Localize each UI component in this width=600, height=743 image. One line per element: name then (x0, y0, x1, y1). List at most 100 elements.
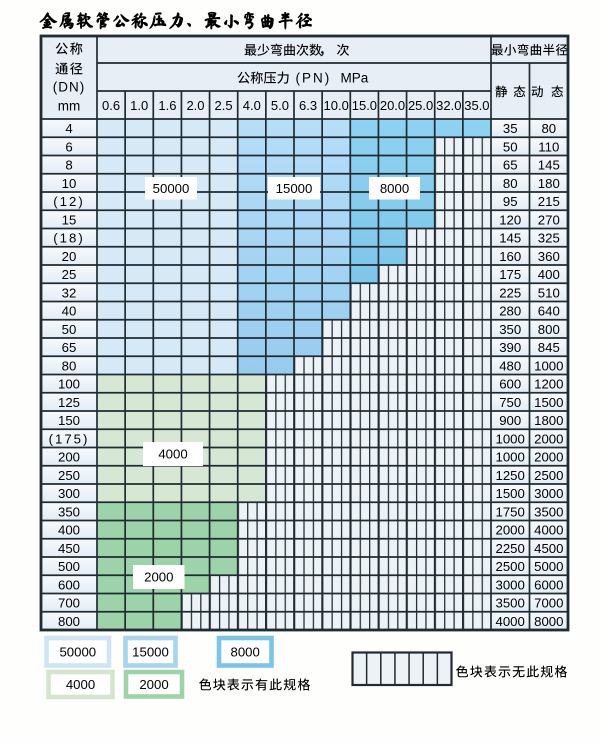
svg-text:8000: 8000 (534, 614, 563, 629)
svg-text:95: 95 (503, 194, 518, 209)
svg-text:215: 215 (538, 194, 560, 209)
svg-text:2500: 2500 (496, 559, 525, 574)
svg-text:1500: 1500 (496, 486, 525, 501)
svg-text:10.0: 10.0 (324, 98, 349, 113)
svg-text:50000: 50000 (153, 181, 190, 196)
svg-text:110: 110 (538, 139, 559, 154)
svg-text:15.0: 15.0 (352, 98, 377, 113)
svg-text:3000: 3000 (496, 577, 525, 592)
svg-text:100: 100 (58, 377, 80, 392)
svg-text:800: 800 (538, 322, 560, 337)
svg-text:145: 145 (538, 158, 560, 173)
svg-text:6: 6 (65, 139, 72, 154)
svg-text:1200: 1200 (534, 377, 563, 392)
svg-text:175: 175 (499, 267, 521, 282)
svg-text:225: 225 (499, 285, 521, 300)
svg-text:1250: 1250 (496, 468, 525, 483)
svg-text:2.5: 2.5 (215, 98, 233, 113)
svg-text:480: 480 (499, 358, 521, 373)
svg-text:2000: 2000 (496, 523, 525, 538)
svg-text:845: 845 (538, 340, 560, 355)
svg-text:80: 80 (62, 358, 77, 373)
svg-text:35: 35 (503, 121, 518, 136)
svg-text:280: 280 (499, 304, 521, 319)
svg-text:(175): (175) (49, 431, 90, 446)
svg-text:4.0: 4.0 (243, 98, 261, 113)
svg-text:390: 390 (499, 340, 521, 355)
svg-text:32: 32 (62, 285, 77, 300)
svg-text:600: 600 (499, 377, 521, 392)
svg-text:300: 300 (58, 486, 80, 501)
svg-text:180: 180 (538, 176, 560, 191)
svg-text:15000: 15000 (132, 645, 169, 660)
svg-text:2000: 2000 (534, 431, 563, 446)
svg-text:8000: 8000 (380, 181, 409, 196)
svg-text:1800: 1800 (534, 413, 563, 428)
svg-text:3000: 3000 (534, 486, 563, 501)
svg-text:400: 400 (58, 523, 80, 538)
svg-text:145: 145 (499, 231, 521, 246)
svg-text:2500: 2500 (534, 468, 563, 483)
svg-text:MPa: MPa (341, 71, 369, 86)
svg-text:65: 65 (62, 340, 77, 355)
svg-text:(12): (12) (53, 194, 84, 209)
svg-text:65: 65 (503, 158, 518, 173)
svg-text:(PN): (PN) (296, 71, 332, 86)
svg-text:1500: 1500 (534, 395, 563, 410)
svg-text:2000: 2000 (144, 570, 173, 585)
svg-text:15000: 15000 (276, 181, 313, 196)
svg-text:2000: 2000 (534, 450, 563, 465)
svg-text:150: 150 (58, 413, 80, 428)
svg-text:5.0: 5.0 (271, 98, 289, 113)
svg-text:40: 40 (62, 304, 77, 319)
svg-text:35.0: 35.0 (464, 98, 489, 113)
svg-text:3500: 3500 (534, 504, 563, 519)
svg-text:400: 400 (538, 267, 560, 282)
svg-text:360: 360 (538, 249, 560, 264)
svg-text:200: 200 (58, 450, 80, 465)
svg-text:125: 125 (58, 395, 80, 410)
svg-text:50: 50 (62, 322, 77, 337)
svg-text:10: 10 (62, 176, 77, 191)
svg-text:1.0: 1.0 (130, 98, 148, 113)
svg-text:1000: 1000 (496, 450, 525, 465)
svg-text:25: 25 (62, 267, 77, 282)
svg-text:160: 160 (499, 249, 521, 264)
svg-text:6000: 6000 (534, 577, 563, 592)
svg-text:250: 250 (58, 468, 80, 483)
svg-text:1.6: 1.6 (158, 98, 176, 113)
svg-text:7000: 7000 (534, 596, 563, 611)
svg-text:8000: 8000 (231, 645, 260, 660)
svg-text:500: 500 (58, 559, 80, 574)
svg-text:1000: 1000 (496, 431, 525, 446)
svg-text:20: 20 (62, 249, 77, 264)
svg-text:mm: mm (58, 98, 81, 113)
svg-text:4500: 4500 (534, 541, 563, 556)
svg-text:(DN): (DN) (53, 79, 86, 94)
svg-text:1750: 1750 (496, 504, 525, 519)
svg-text:700: 700 (58, 596, 80, 611)
svg-text:4000: 4000 (534, 523, 563, 538)
svg-text:600: 600 (58, 577, 80, 592)
svg-text:8: 8 (65, 158, 72, 173)
svg-text:750: 750 (499, 395, 521, 410)
svg-text:270: 270 (538, 212, 560, 227)
svg-text:15: 15 (62, 212, 77, 227)
svg-text:325: 325 (538, 231, 560, 246)
svg-text:2250: 2250 (496, 541, 525, 556)
svg-text:(18): (18) (53, 231, 84, 246)
svg-text:640: 640 (538, 304, 560, 319)
svg-text:1000: 1000 (534, 358, 563, 373)
svg-text:450: 450 (58, 541, 80, 556)
svg-text:80: 80 (541, 121, 556, 136)
svg-text:32.0: 32.0 (436, 98, 461, 113)
svg-text:800: 800 (58, 614, 80, 629)
svg-text:3500: 3500 (496, 596, 525, 611)
svg-text:20.0: 20.0 (380, 98, 405, 113)
svg-text:2000: 2000 (139, 677, 168, 692)
svg-text:350: 350 (499, 322, 521, 337)
svg-text:4000: 4000 (496, 614, 525, 629)
svg-text:900: 900 (499, 413, 521, 428)
svg-text:0.6: 0.6 (102, 98, 120, 113)
svg-text:120: 120 (499, 212, 521, 227)
